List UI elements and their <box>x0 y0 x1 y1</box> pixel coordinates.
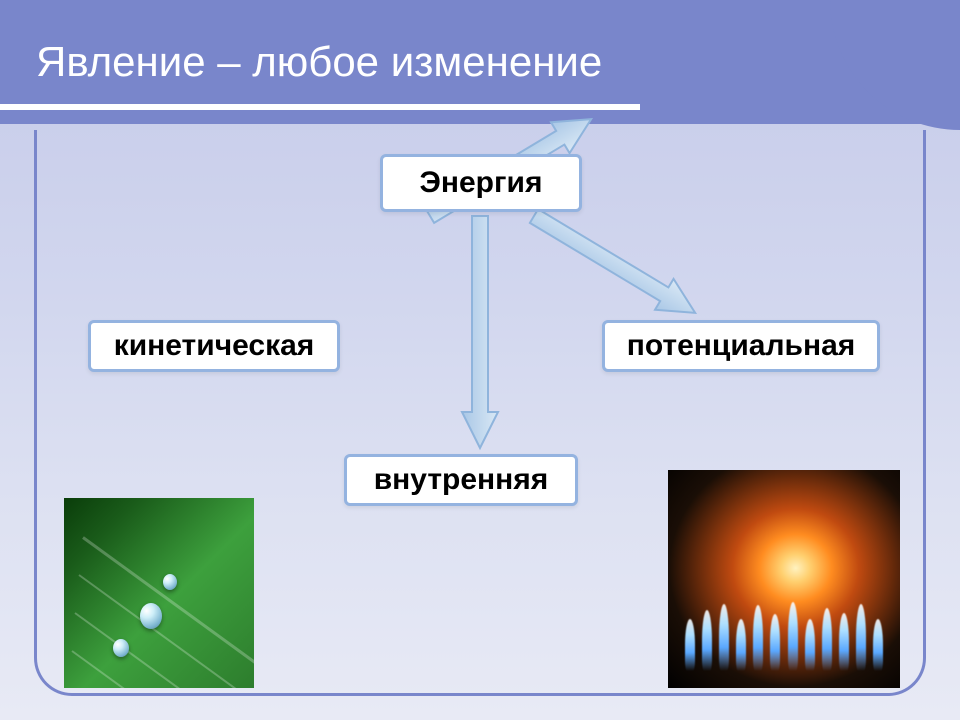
slide: Явление – любое изменение Энергия кинети… <box>0 0 960 720</box>
node-kinetic: кинетическая <box>88 320 340 372</box>
node-potential: потенциальная <box>602 320 880 372</box>
flame-image <box>668 470 900 688</box>
node-potential-label: потенциальная <box>627 329 856 363</box>
node-kinetic-label: кинетическая <box>114 329 315 363</box>
node-internal: внутренняя <box>344 454 578 506</box>
slide-title: Явление – любое изменение <box>36 38 602 86</box>
leaf-icon <box>64 498 254 688</box>
title-underline <box>0 104 640 110</box>
node-internal-label: внутренняя <box>374 463 549 497</box>
root-node-energy: Энергия <box>380 154 582 212</box>
flame-icon <box>668 470 900 688</box>
root-node-label: Энергия <box>420 166 543 200</box>
leaf-image <box>64 498 254 688</box>
